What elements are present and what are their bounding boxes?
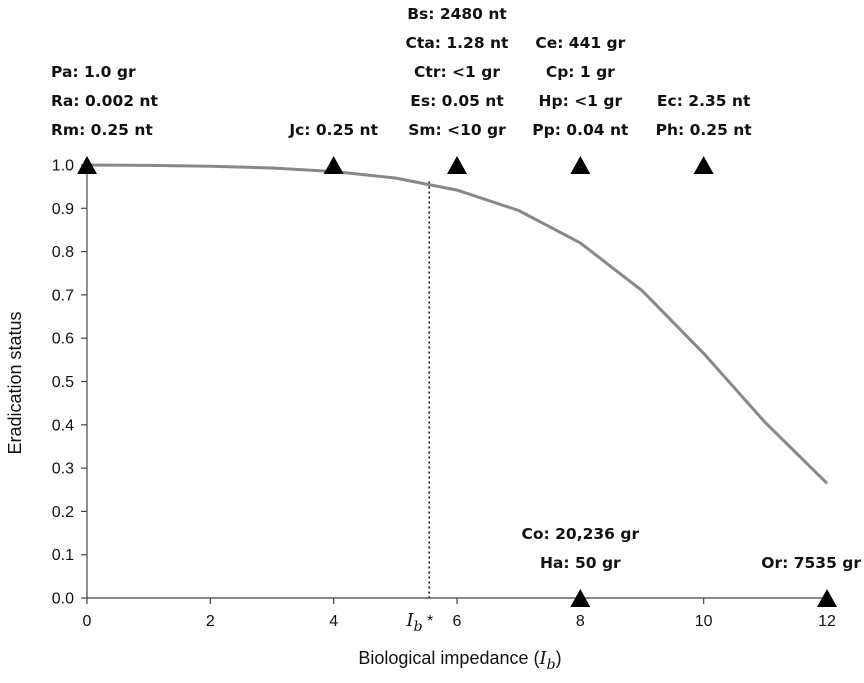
annotation-label: Rm: 0.25 nt — [51, 121, 153, 139]
triangle-marker — [693, 156, 714, 174]
y-tick-label: 0.7 — [52, 287, 74, 304]
annotation-label: Or: 7535 gr — [761, 554, 861, 572]
y-tick-label: 0.6 — [52, 331, 74, 348]
annotation-label: Ph: 0.25 nt — [656, 121, 753, 139]
y-tick-label: 0.9 — [52, 201, 74, 218]
y-tick-label: 0.8 — [52, 244, 74, 261]
annotation-label: Pp: 0.04 nt — [532, 121, 629, 139]
triangle-marker — [570, 156, 591, 174]
annotation-label: Jc: 0.25 nt — [288, 121, 378, 139]
annotation-label: Ce: 441 gr — [535, 34, 625, 52]
triangle-marker — [817, 589, 837, 607]
x-tick-label: 6 — [453, 613, 462, 630]
x-axis-title: Biological impedance (Ib) — [358, 648, 561, 673]
annotation-label: Hp: <1 gr — [539, 92, 623, 110]
triangle-marker — [447, 156, 467, 174]
y-tick-label: 0.0 — [52, 591, 74, 608]
y-tick-label: 1.0 — [52, 158, 74, 175]
reference-line-group: Ib * — [405, 181, 433, 635]
annotations-group: Pa: 1.0 gr Ra: 0.002 nt Rm: 0.25 nt Jc: 0.2… — [51, 5, 861, 572]
y-tick-label: 0.3 — [52, 461, 74, 478]
y-axis-title: Eradication status — [5, 311, 25, 454]
annotation-label: Bs: 2480 nt — [407, 5, 507, 23]
x-ticks: 0 2 4 6 8 10 12 — [83, 598, 836, 630]
axes — [86, 163, 827, 599]
series-line — [86, 163, 829, 485]
markers-group — [77, 156, 837, 607]
triangle-marker — [323, 156, 344, 174]
x-tick-label: 8 — [576, 613, 585, 630]
reference-label-suffix: * — [423, 613, 434, 630]
annotation-label: Ha: 50 gr — [540, 554, 621, 572]
annotation-label: Sm: <10 gr — [408, 121, 506, 139]
reference-label-subscript: b — [414, 619, 423, 635]
series-group — [86, 163, 829, 485]
y-tick-label: 0.2 — [52, 504, 74, 521]
x-tick-label: 10 — [695, 613, 713, 630]
x-axis-title-subscript: b — [547, 657, 556, 673]
x-tick-label: 4 — [329, 613, 338, 630]
y-ticks: 0.0 0.1 0.2 0.3 0.4 0.5 0.6 0.7 0.8 0.9 1.0 — [52, 158, 87, 608]
annotation-label: Ec: 2.35 nt — [657, 92, 751, 110]
y-tick-label: 0.4 — [52, 417, 74, 434]
triangle-marker — [77, 156, 97, 174]
y-tick-label: 0.1 — [52, 547, 74, 564]
annotation-label: Ctr: <1 gr — [414, 63, 500, 81]
annotation-label: Cta: 1.28 nt — [406, 34, 510, 52]
annotation-label: Es: 0.05 nt — [410, 92, 504, 110]
x-tick-label: 12 — [818, 613, 836, 630]
reference-label-symbol: I — [405, 610, 414, 631]
x-axis-title-close: ) — [556, 648, 562, 668]
x-axis-title-symbol: I — [539, 648, 548, 669]
x-tick-label: 2 — [206, 613, 215, 630]
annotation-label: Cp: 1 gr — [546, 63, 615, 81]
reference-line-label: Ib * — [405, 610, 433, 635]
y-tick-label: 0.5 — [52, 374, 74, 391]
annotation-label: Ra: 0.002 nt — [51, 92, 158, 110]
x-axis-title-text: Biological impedance ( — [358, 648, 539, 668]
annotation-label: Co: 20,236 gr — [522, 525, 640, 543]
x-tick-label: 0 — [83, 613, 92, 630]
triangle-marker — [570, 589, 591, 607]
annotation-label: Pa: 1.0 gr — [51, 63, 136, 81]
